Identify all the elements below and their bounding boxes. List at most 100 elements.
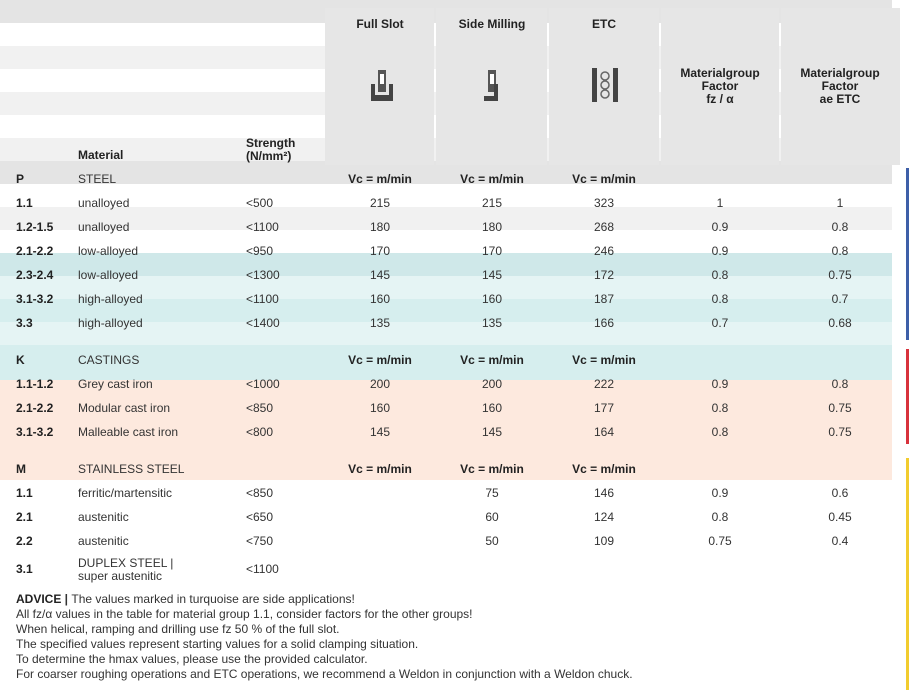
table-row [0,322,892,345]
value-cell: 145 [481,268,503,282]
vc-header: Vc = m/min [460,462,524,476]
value-cell: 0.4 [831,534,849,548]
section-code: P [16,172,25,186]
table-row [0,299,892,322]
value-cell: 146 [593,486,615,500]
value-cell: 75 [485,486,499,500]
value-cell: 0.9 [711,244,729,258]
value-cell: 0.75 [828,425,852,439]
advice-line: ADVICE | The values marked in turquoise … [16,592,355,607]
header-cell [781,8,900,165]
value-cell: 60 [485,510,499,524]
vc-header: Vc = m/min [572,172,636,186]
value-cell: 323 [593,196,615,210]
table-row [0,184,892,207]
value-cell: 0.8 [711,510,729,524]
value-cell: 0.68 [828,316,852,330]
vc-header: Vc = m/min [348,172,412,186]
value-cell: 0.8 [711,292,729,306]
section-code: K [16,353,25,367]
value-cell: 268 [593,220,615,234]
strength: <650 [246,510,274,524]
group-id: 2.3-2.4 [16,268,54,282]
material: high-alloyed [78,316,143,330]
header-label: Materialgroup Factor ae ETC [800,66,880,106]
material: low-alloyed [78,244,139,258]
group-id: 1.1-1.2 [16,377,54,391]
section-code: M [16,462,26,476]
group-id: 2.1-2.2 [16,244,54,258]
section-row [0,161,892,184]
value-cell: 0.7 [711,316,729,330]
table-row [0,207,892,230]
material: Modular cast iron [78,401,171,415]
group-bar-m [906,458,909,690]
group-id: 3.1-3.2 [16,292,54,306]
value-cell: 50 [485,534,499,548]
material: austenitic [78,510,129,524]
material: low-alloyed [78,268,139,282]
advice-line: The specified values represent starting … [16,637,419,651]
header-label: Materialgroup Factor fz / α [680,66,760,106]
side-milling-icon [484,70,498,101]
etc-icon [592,68,618,102]
material: high-alloyed [78,292,143,306]
value-cell: 1 [716,196,724,210]
value-cell: 0.75 [828,268,852,282]
strength: <1300 [246,268,280,282]
value-cell: 170 [481,244,503,258]
value-cell: 124 [593,510,615,524]
advice-text: The values marked in turquoise are side … [71,592,355,606]
group-id: 2.1-2.2 [16,401,54,415]
value-cell: 145 [369,268,391,282]
strength: <1100 [246,220,279,234]
advice-line: To determine the hmax values, please use… [16,652,368,666]
material: DUPLEX STEEL | super austenitic [78,556,174,583]
strength: <500 [246,196,274,210]
section-name: CASTINGS [78,353,140,367]
value-cell: 160 [369,401,391,415]
table-row [0,230,892,253]
strength: <800 [246,425,274,439]
table-row [0,276,892,299]
section-row [0,253,892,276]
value-cell: 145 [481,425,503,439]
header-cell [549,8,659,165]
value-cell: 160 [481,292,503,306]
strength: <1000 [246,377,280,391]
group-id: 1.1 [16,196,33,210]
group-id: 1.2-1.5 [16,220,54,234]
value-cell: 0.8 [711,268,729,282]
value-cell: 135 [369,316,391,330]
value-cell: 222 [593,377,615,391]
strength: <1100 [246,292,279,306]
vc-header: Vc = m/min [348,353,412,367]
value-cell: 200 [481,377,503,391]
section-name: STEEL [78,172,117,186]
value-cell: 0.7 [831,292,849,306]
table: Material Strength (N/mm²) Full Slot Side Mi… [0,0,909,690]
value-cell: 246 [593,244,615,258]
vc-header: Vc = m/min [460,353,524,367]
value-cell: 0.6 [831,486,849,500]
group-bar-k [906,349,909,444]
advice-line: When helical, ramping and drilling use f… [16,622,340,636]
strength: <850 [246,401,274,415]
group-id: 1.1 [16,486,33,500]
vc-header: Vc = m/min [348,462,412,476]
value-cell: 0.9 [711,486,729,500]
value-cell: 215 [369,196,391,210]
value-cell: 0.45 [828,510,852,524]
value-cell: 0.9 [711,220,729,234]
value-cell: 170 [369,244,391,258]
value-cell: 180 [369,220,391,234]
group-id: 2.1 [16,510,33,524]
value-cell: 0.75 [708,534,732,548]
group-bar-p [906,168,909,340]
material: Malleable cast iron [78,425,179,439]
value-cell: 160 [369,292,391,306]
value-cell: 0.8 [711,425,729,439]
strength: <950 [246,244,274,258]
material: unalloyed [78,220,130,234]
